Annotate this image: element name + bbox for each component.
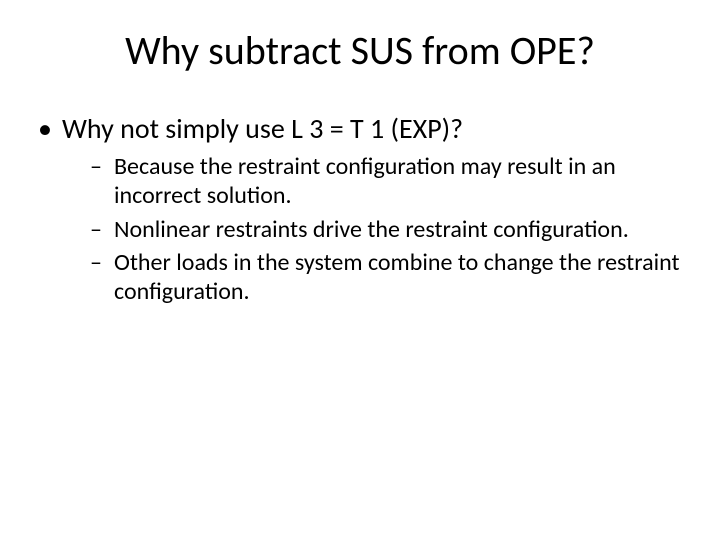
bullet-text: Because the restraint configuration may … [114,152,616,210]
slide: Why subtract SUS from OPE? Why not simpl… [0,0,720,540]
list-item: Because the restraint configuration may … [90,152,684,211]
bullet-list-level2: Because the restraint configuration may … [90,152,684,306]
bullet-text: Other loads in the system combine to cha… [114,248,680,306]
slide-title: Why subtract SUS from OPE? [36,26,684,75]
bullet-list-level1: Why not simply use L 3 = T 1 (EXP)? Beca… [36,111,684,306]
list-item: Nonlinear restraints drive the restraint… [90,215,684,244]
list-item: Other loads in the system combine to cha… [90,248,684,307]
bullet-text: Nonlinear restraints drive the restraint… [114,215,629,244]
bullet-text: Why not simply use L 3 = T 1 (EXP)? [62,111,463,146]
list-item: Why not simply use L 3 = T 1 (EXP)? Beca… [36,111,684,306]
